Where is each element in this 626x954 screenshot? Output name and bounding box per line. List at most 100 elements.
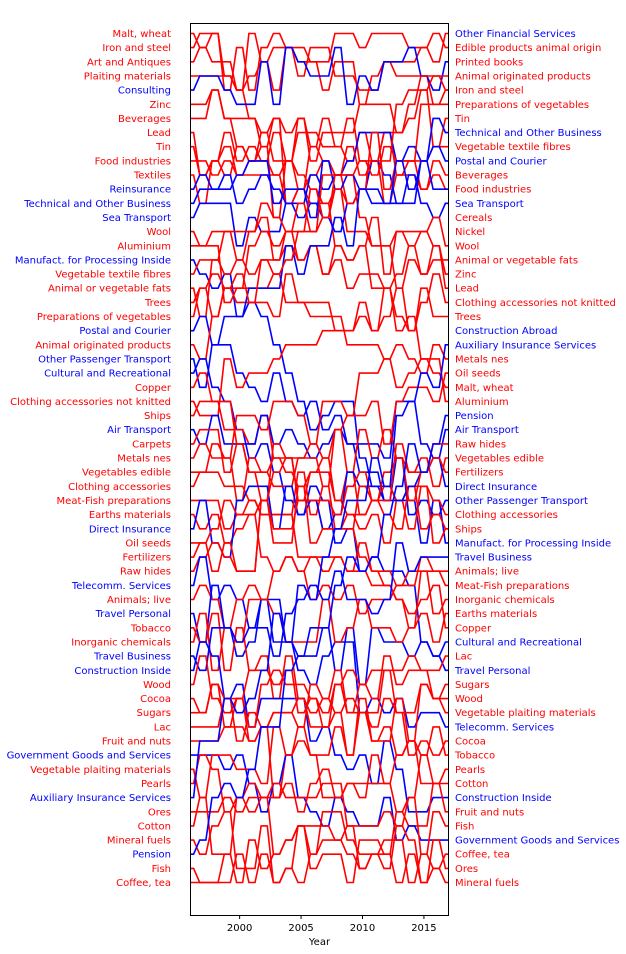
series-line-animal-or-vegetable-fats [190, 245, 449, 318]
left-label-travel-business: Travel Business [93, 652, 171, 663]
right-label-manufact-for-processing-inside: Manufact. for Processing Inside [455, 538, 611, 549]
series-line-iron-and-steel [190, 32, 449, 106]
right-label-earths-materials: Earths materials [455, 609, 537, 620]
right-label-technical-and-other-business: Technical and Other Business [454, 128, 602, 139]
right-label-construction-abroad: Construction Abroad [455, 326, 558, 337]
left-label-animal-or-vegetable-fats: Animal or vegetable fats [48, 284, 171, 295]
right-label-copper: Copper [455, 623, 492, 634]
series-line-vegetable-plaiting-materials [190, 683, 449, 799]
left-label-consulting: Consulting [118, 86, 171, 97]
right-label-animal-or-vegetable-fats: Animal or vegetable fats [455, 255, 578, 266]
right-label-cereals: Cereals [455, 213, 492, 224]
right-label-lac: Lac [455, 652, 472, 663]
left-label-plaiting-materials: Plaiting materials [84, 71, 171, 82]
right-label-travel-personal: Travel Personal [454, 666, 530, 677]
left-label-oil-seeds: Oil seeds [125, 538, 171, 549]
left-label-vegetables-edible: Vegetables edible [82, 468, 171, 479]
left-label-animal-originated-products: Animal originated products [35, 340, 171, 351]
series-line-fertilizers [190, 457, 449, 572]
left-label-mineral-fuels: Mineral fuels [107, 836, 171, 847]
series-line-cocoa [190, 683, 449, 756]
series-line-carpets [190, 428, 449, 530]
left-label-ores: Ores [148, 807, 171, 818]
right-label-ores: Ores [455, 864, 478, 875]
series-line-reinsurance [190, 160, 449, 219]
series-line-clothing-accessories [190, 471, 449, 544]
right-label-government-goods-and-services: Government Goods and Services [455, 836, 619, 847]
right-label-edible-products-animal-origin: Edible products animal origin [455, 43, 601, 54]
right-label-beverages: Beverages [455, 171, 508, 182]
right-label-other-passenger-transport: Other Passenger Transport [455, 496, 588, 507]
right-label-malt-wheat: Malt, wheat [455, 383, 514, 394]
left-label-auxiliary-insurance-services: Auxiliary Insurance Services [30, 793, 171, 804]
left-label-raw-hides: Raw hides [120, 567, 171, 578]
series-line-ores [190, 796, 449, 884]
series-line-mineral-fuels [190, 811, 449, 884]
right-label-ships: Ships [455, 524, 482, 535]
left-label-food-industries: Food industries [95, 156, 171, 167]
left-label-meat-fish-preparations: Meat-Fish preparations [57, 496, 171, 507]
right-label-fruit-and-nuts: Fruit and nuts [455, 807, 524, 818]
right-label-pearls: Pearls [455, 765, 485, 776]
right-label-sugars: Sugars [455, 680, 489, 691]
left-label-fruit-and-nuts: Fruit and nuts [102, 737, 171, 748]
right-label-metals-nes: Metals nes [455, 354, 509, 365]
right-label-zinc: Zinc [455, 270, 476, 281]
series-line-clothing-accessories-not-knitted [190, 273, 449, 417]
left-label-preparations-of-vegetables: Preparations of vegetables [37, 312, 171, 323]
right-label-tin: Tin [454, 114, 470, 125]
series-line-postal-and-courier [190, 145, 449, 346]
series-line-lac [190, 655, 449, 742]
left-label-trees: Trees [144, 298, 171, 309]
left-label-air-transport: Air Transport [107, 425, 171, 436]
right-label-raw-hides: Raw hides [455, 439, 506, 450]
right-label-sea-transport: Sea Transport [455, 199, 524, 210]
left-label-fertilizers: Fertilizers [123, 553, 171, 564]
right-label-trees: Trees [454, 312, 481, 323]
series-line-wood [190, 655, 449, 714]
series-line-beverages [190, 89, 449, 190]
right-label-cotton: Cotton [455, 779, 488, 790]
left-label-ships: Ships [144, 411, 171, 422]
left-label-sea-transport: Sea Transport [102, 213, 171, 224]
left-label-reinsurance: Reinsurance [109, 185, 171, 196]
left-label-tobacco: Tobacco [130, 623, 171, 634]
left-label-direct-insurance: Direct Insurance [89, 524, 171, 535]
left-label-pension: Pension [132, 850, 171, 861]
right-label-coffee-tea: Coffee, tea [455, 850, 510, 861]
left-label-coffee-tea: Coffee, tea [116, 878, 171, 889]
x-tick-label-2000: 2000 [227, 923, 252, 934]
series-line-technical-and-other-business [190, 117, 449, 205]
left-label-animals-live: Animals; live [107, 595, 171, 606]
right-label-preparations-of-vegetables: Preparations of vegetables [455, 100, 589, 111]
series-line-textiles [190, 75, 449, 205]
series-line-direct-insurance [190, 457, 449, 558]
left-label-inorganic-chemicals: Inorganic chemicals [71, 637, 171, 648]
series-line-pearls [190, 740, 449, 813]
right-label-fertilizers: Fertilizers [455, 468, 503, 479]
left-rank-labels: Malt, wheat Iron and steel Art and Antique… [7, 29, 172, 889]
left-label-manufact-for-processing-inside: Manufact. for Processing Inside [15, 255, 171, 266]
left-label-lead: Lead [147, 128, 171, 139]
right-label-auxiliary-insurance-services: Auxiliary Insurance Services [455, 340, 596, 351]
right-label-travel-business: Travel Business [454, 553, 532, 564]
x-tick-label-2005: 2005 [288, 923, 313, 934]
left-label-sugars: Sugars [137, 708, 171, 719]
right-label-mineral-fuels: Mineral fuels [455, 878, 519, 889]
right-label-direct-insurance: Direct Insurance [455, 482, 537, 493]
left-label-pearls: Pearls [141, 779, 171, 790]
right-label-iron-and-steel: Iron and steel [455, 86, 524, 97]
series-line-oil-seeds [190, 372, 449, 544]
left-label-tin: Tin [155, 142, 171, 153]
left-label-wood: Wood [143, 680, 171, 691]
right-label-animal-originated-products: Animal originated products [455, 71, 591, 82]
series-line-construction-inside [190, 641, 449, 813]
series-line-art-and-antiques [190, 32, 449, 91]
left-label-vegetable-plaiting-materials: Vegetable plaiting materials [30, 765, 171, 776]
right-label-vegetable-textile-fibres: Vegetable textile fibres [455, 142, 571, 153]
left-label-fish: Fish [152, 864, 171, 875]
right-label-meat-fish-preparations: Meat-Fish preparations [455, 581, 569, 592]
left-label-zinc: Zinc [150, 100, 171, 111]
right-label-lead: Lead [455, 284, 479, 295]
